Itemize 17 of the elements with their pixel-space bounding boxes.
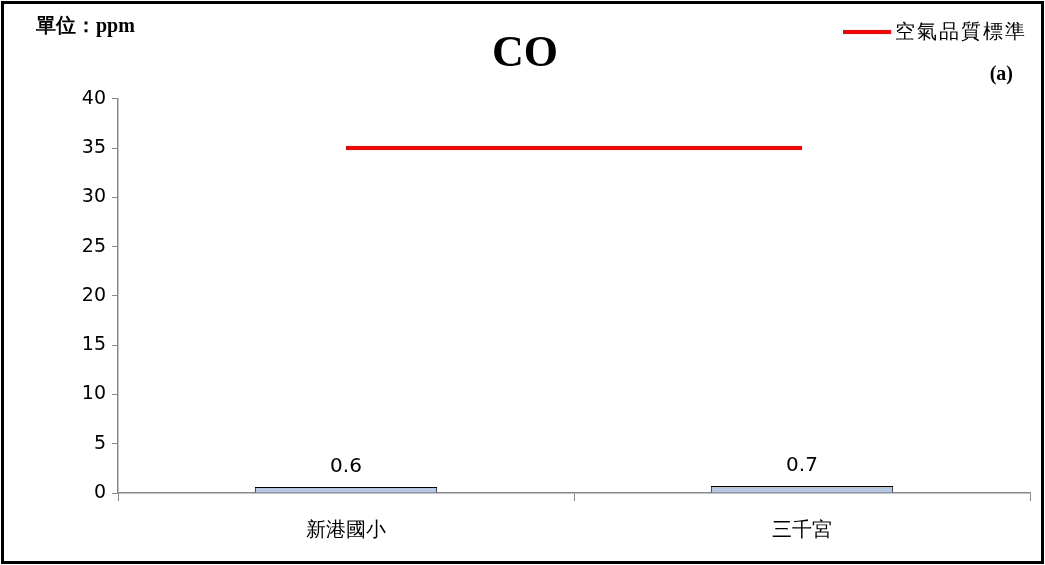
y-tick-label: 40 [81, 85, 106, 108]
y-tick-label: 35 [81, 135, 106, 158]
y-tick-label: 10 [81, 381, 106, 404]
chart-title: CO [492, 26, 558, 76]
y-tick-label: 5 [93, 430, 106, 453]
legend-label: 空氣品質標準 [895, 18, 1027, 45]
y-tick-label: 20 [81, 282, 106, 305]
x-tick-label: 三千宮 [772, 517, 832, 542]
y-tick-label: 30 [81, 184, 106, 207]
text: (a) [989, 62, 1013, 85]
y-tick-label: 25 [81, 233, 106, 256]
data-label: 0.7 [786, 452, 818, 477]
y-tick-label: 15 [81, 332, 106, 355]
y-tick-label: 0 [93, 479, 106, 502]
text: 單位：ppm [36, 13, 135, 39]
data-label: 0.6 [330, 453, 362, 478]
x-tick-label: 新港國小 [306, 517, 386, 542]
